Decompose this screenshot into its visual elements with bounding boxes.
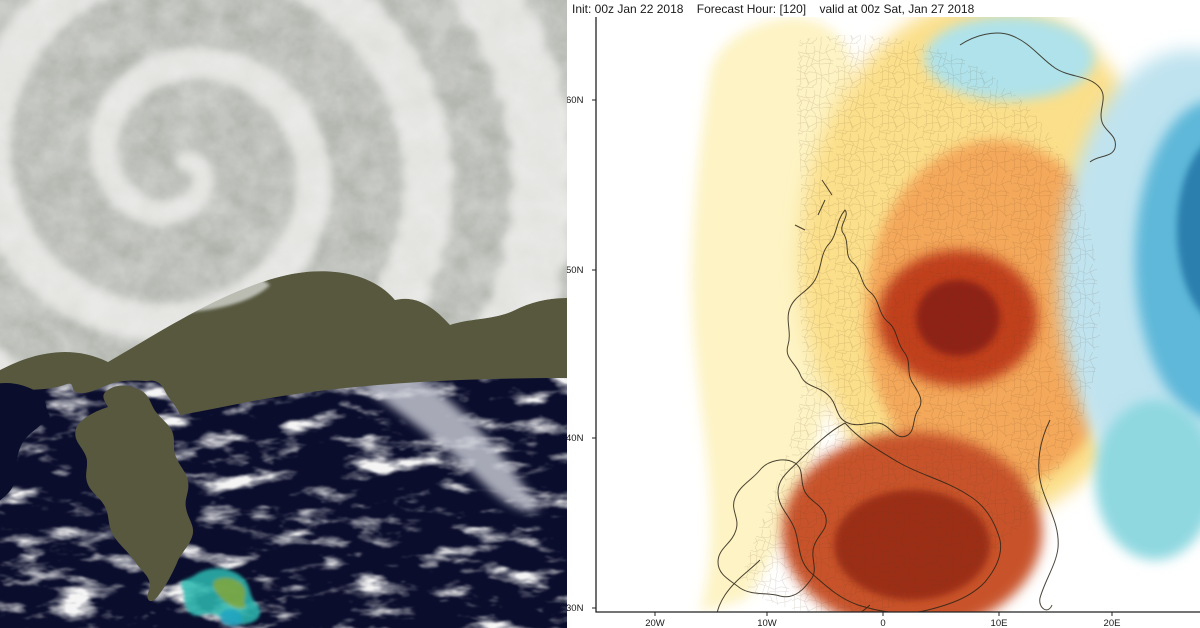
svg-text:10W: 10W	[757, 618, 777, 628]
svg-text:0: 0	[880, 618, 885, 628]
svg-text:20W: 20W	[645, 618, 665, 628]
svg-text:20E: 20E	[1104, 618, 1121, 628]
svg-text:10E: 10E	[991, 618, 1008, 628]
svg-text:40N: 40N	[567, 433, 584, 444]
svg-text:50N: 50N	[567, 265, 584, 276]
svg-text:30N: 30N	[567, 603, 584, 614]
svg-text:60N: 60N	[567, 95, 584, 106]
svg-text:Init: 00z Jan 22 2018 Forec: Init: 00z Jan 22 2018 Forecast Hour: [12…	[572, 2, 975, 16]
